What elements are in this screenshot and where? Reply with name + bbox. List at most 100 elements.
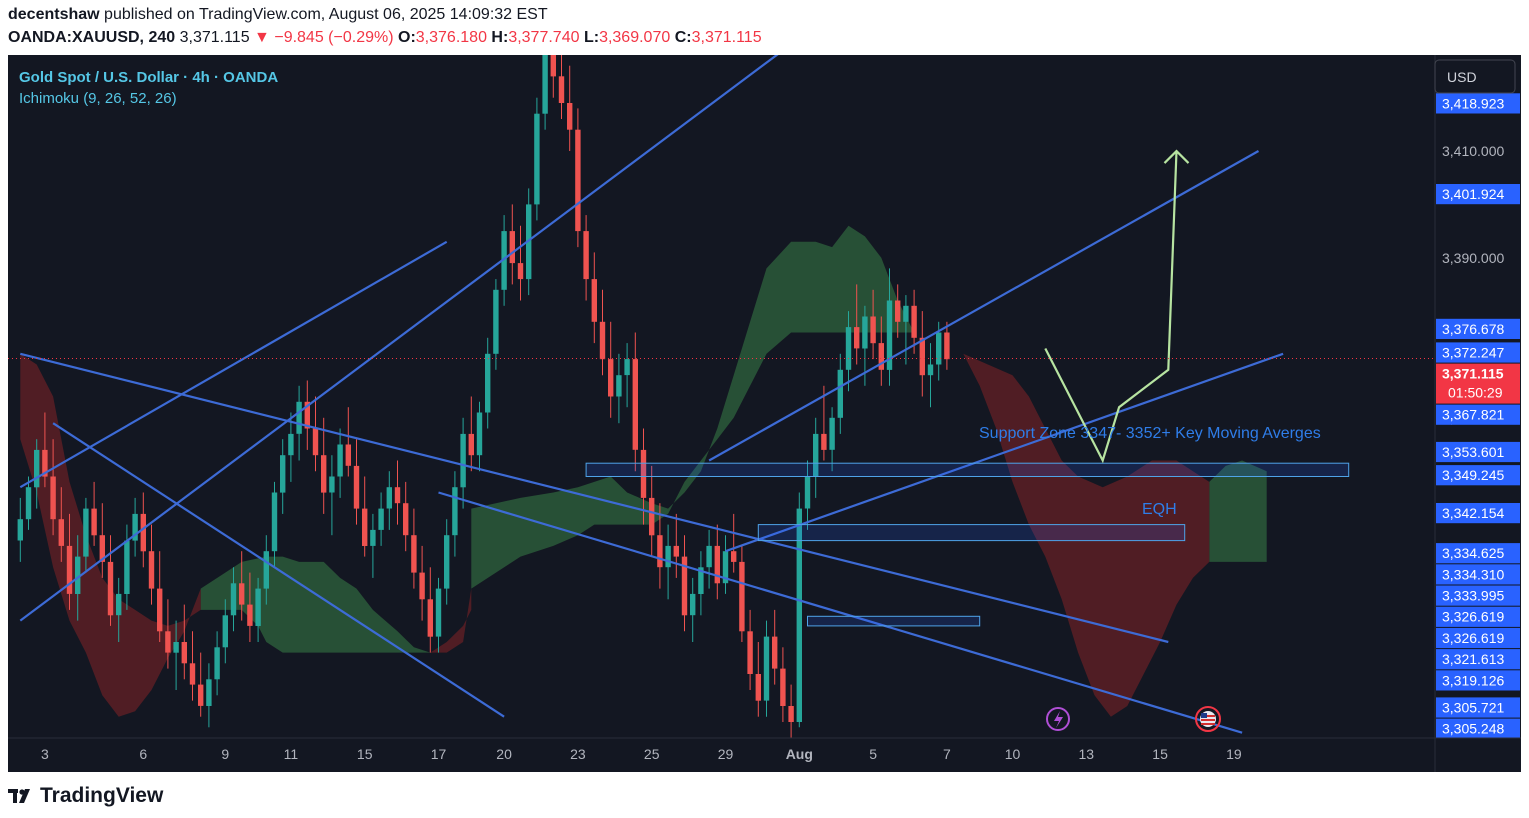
candle	[271, 481, 278, 568]
candle	[42, 412, 48, 488]
candle	[944, 321, 950, 370]
candle	[681, 535, 688, 632]
candle	[124, 524, 130, 610]
flash-event-icon[interactable]	[1046, 707, 1070, 731]
price-label-box	[1436, 93, 1520, 114]
candle	[673, 513, 679, 578]
ichimoku-cloud-bear	[430, 588, 472, 653]
candle	[132, 497, 138, 557]
chart-panel[interactable]: 3,360.0003,390.0003,410.0003,418.9233,40…	[8, 55, 1521, 772]
trendline[interactable]	[725, 352, 1284, 553]
close-label: C:	[674, 29, 692, 46]
candle	[599, 289, 606, 376]
price-label-box	[1436, 627, 1520, 649]
candle	[91, 481, 97, 546]
price-label-text: 3,342.154	[1442, 505, 1504, 521]
price-label-text: 3,401.924	[1442, 186, 1504, 202]
price-label-text: 3,305.248	[1442, 721, 1504, 737]
time-tick-label: 11	[284, 746, 299, 762]
candle	[304, 380, 310, 450]
candle	[821, 385, 827, 461]
down-arrow-icon: ▼	[254, 29, 270, 46]
price-label-box	[1436, 606, 1520, 627]
candle	[288, 412, 294, 482]
footer-brand[interactable]: TradingView	[8, 784, 163, 808]
last-price: 3,371.115	[179, 29, 250, 46]
candle	[558, 55, 565, 119]
candle	[911, 289, 917, 354]
price-label-text: 3,372.247	[1442, 344, 1504, 360]
trendline[interactable]	[19, 55, 791, 622]
price-label-text: 3,353.601	[1442, 444, 1504, 460]
price-label-box	[1436, 342, 1520, 363]
trendline[interactable]	[20, 352, 1169, 644]
currency-button[interactable]: USD	[1434, 59, 1516, 94]
candle	[386, 471, 392, 530]
candle	[189, 631, 196, 701]
candle	[788, 684, 794, 738]
us-flag-event-icon[interactable]	[1195, 706, 1221, 732]
tradingview-logo-icon	[8, 787, 34, 805]
price-chart[interactable]: 3,360.0003,390.0003,410.0003,418.9233,40…	[8, 55, 1521, 772]
trendline[interactable]	[438, 491, 1243, 734]
trendline[interactable]	[52, 422, 505, 718]
price-label-box	[1436, 465, 1520, 486]
candle	[321, 417, 327, 514]
price-label-text: 3,326.619	[1442, 609, 1504, 625]
price-label-box	[1436, 543, 1520, 564]
candle	[501, 215, 507, 306]
candle	[198, 652, 204, 717]
candle	[714, 524, 720, 600]
time-tick-label: 20	[496, 746, 512, 762]
author-name[interactable]: decentshaw	[8, 6, 100, 23]
candle	[419, 545, 425, 621]
candle	[329, 455, 335, 536]
candle	[837, 353, 843, 434]
trendline[interactable]	[19, 240, 448, 489]
projection-path[interactable]	[1044, 150, 1178, 464]
time-tick-label: 5	[869, 746, 877, 762]
indicator-legend[interactable]: Ichimoku (9, 26, 52, 26)	[19, 90, 177, 107]
price-change: −9.845 (−0.29%)	[274, 29, 394, 46]
candle	[280, 439, 286, 514]
candle	[452, 471, 458, 557]
candle	[878, 316, 884, 386]
open-value: 3,376.180	[415, 29, 487, 46]
candle	[239, 551, 245, 621]
candle	[25, 476, 32, 530]
candle	[247, 572, 253, 642]
time-tick-label: 25	[644, 746, 660, 762]
price-label-box	[1436, 649, 1520, 670]
candle	[427, 567, 433, 653]
price-label-text: 3,333.995	[1442, 588, 1504, 604]
candle	[870, 289, 876, 360]
zone-rectangle[interactable]	[807, 615, 981, 627]
candle	[34, 439, 40, 509]
candle	[493, 279, 499, 370]
zone-rectangle[interactable]	[585, 462, 1350, 478]
price-label-box	[1436, 585, 1520, 606]
candle	[378, 492, 384, 546]
candle	[353, 439, 360, 525]
price-label-text: 3,326.619	[1442, 630, 1504, 646]
candle	[772, 609, 778, 685]
trendline[interactable]	[708, 150, 1260, 462]
price-label-box	[1436, 404, 1520, 425]
zone-rectangle[interactable]	[757, 524, 1186, 542]
candle	[854, 284, 860, 365]
open-label: O:	[398, 29, 416, 46]
ichimoku-cloud-bull	[1209, 460, 1267, 562]
brand-name: TradingView	[40, 784, 164, 807]
candle	[616, 353, 622, 424]
ohlc-bar: OANDA:XAUUSD, 240 3,371.115 ▼ −9.845 (−0…	[8, 29, 762, 47]
price-label-box	[1436, 318, 1520, 339]
candle	[230, 567, 237, 632]
price-tick-label: 3,410.000	[1442, 143, 1504, 159]
price-label-box	[1436, 670, 1520, 691]
time-axis[interactable]	[8, 738, 1521, 772]
low-label: L:	[583, 29, 600, 46]
price-label-box	[1436, 503, 1520, 524]
candle	[698, 551, 704, 616]
price-label-text: 3,349.245	[1442, 467, 1504, 483]
price-label-text: 3,305.721	[1442, 699, 1504, 715]
